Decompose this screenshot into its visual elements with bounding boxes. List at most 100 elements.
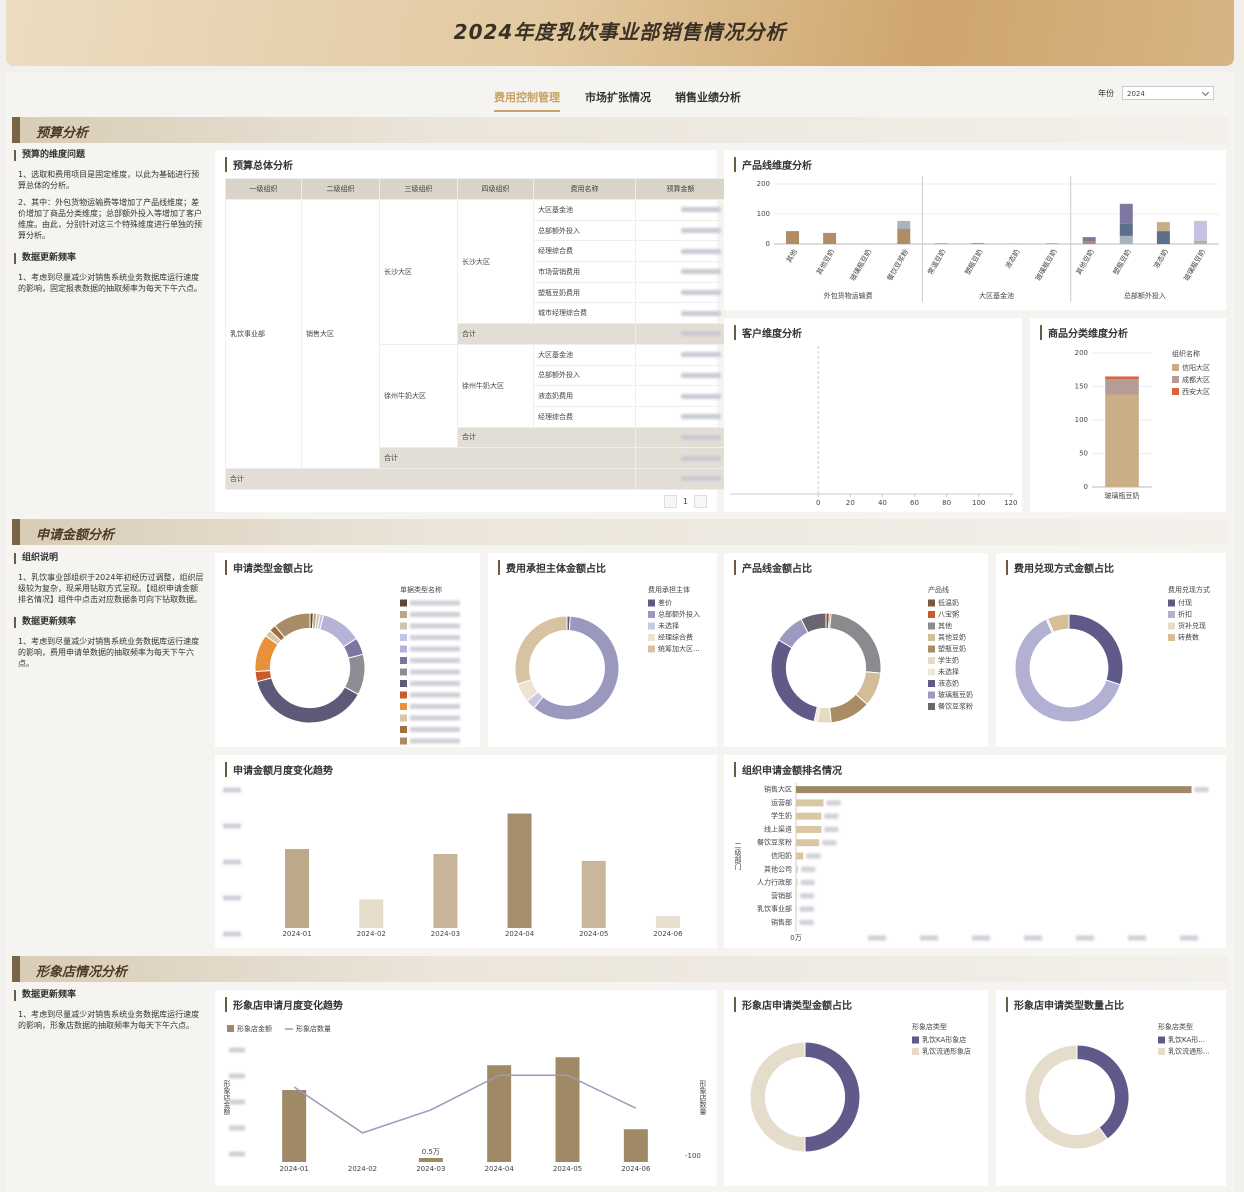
blurred-label	[229, 1151, 245, 1157]
donut-slice	[1076, 1044, 1130, 1140]
subtotal-label: 合计	[457, 323, 636, 345]
page-prev[interactable]	[663, 495, 677, 508]
y-tick-label: 信阳奶	[771, 851, 792, 860]
blurred-label	[1024, 935, 1042, 941]
legend-swatch	[928, 599, 935, 607]
panel-title: 形象店申请类型金额占比	[734, 997, 852, 1012]
blurred-label	[410, 612, 460, 617]
note-heading: 数据更新频率	[14, 617, 204, 628]
note-heading: 预算的维度问题	[14, 150, 204, 161]
x-tick-label: 80	[942, 499, 951, 507]
legend-label: 低温奶	[938, 598, 959, 607]
section-title: 预算分析	[36, 126, 89, 141]
blurred-label	[223, 859, 241, 865]
panel-title: 费用承担主体金额占比	[498, 560, 606, 575]
blurred-label	[822, 840, 837, 846]
x-tick-label: 60	[910, 499, 919, 507]
legend-title: 形象店类型	[912, 1022, 947, 1031]
expense-name: 城市经理综合费	[533, 302, 636, 325]
blurred-amount	[681, 352, 721, 358]
note-text: 1、选取和费用项目是固定维度，以此为基础进行预算总体的分析。	[18, 170, 200, 190]
legend-swatch	[928, 668, 935, 676]
section-title: 形象店情况分析	[36, 965, 128, 980]
subtotal-label: 合计	[379, 447, 636, 469]
group-label: 外包货物运输费	[824, 291, 873, 300]
donut-slice	[1068, 613, 1124, 686]
bar	[796, 879, 798, 887]
blurred-label	[410, 623, 460, 629]
org-cell: 徐州牛奶大区	[379, 343, 458, 449]
legend-swatch	[928, 622, 935, 630]
section-header: 预算分析	[12, 117, 1228, 143]
y-tick-label: 100	[757, 210, 770, 218]
x-tick-label: 其他豆奶	[1074, 248, 1096, 277]
page-next[interactable]	[694, 495, 707, 508]
blurred-amount	[681, 207, 721, 213]
x-tick-label: 餐饮豆浆粉	[885, 248, 910, 283]
blurred-label	[868, 935, 886, 941]
blurred-label	[800, 893, 815, 899]
legend-label: 八宝粥	[938, 610, 959, 619]
blurred-label	[410, 704, 460, 709]
blurred-amount	[681, 372, 721, 378]
legend-label: 总部额外投入	[658, 610, 700, 619]
donut-slice	[829, 612, 882, 674]
blurred-label	[223, 895, 241, 901]
tab[interactable]: 销售业绩分析	[675, 91, 741, 104]
panel: 产品线维度分析 0 100 200 其他 其他豆奶 玻璃瓶豆奶 餐饮豆浆粉 常温豆奶 塑瓶豆奶 液态…	[724, 150, 1226, 310]
table-row: 总部额外投入	[226, 219, 726, 242]
legend-label: 折扣	[1178, 610, 1192, 619]
x-tick-label: 液态奶	[1003, 248, 1021, 271]
notes: 数据更新频率 1、考虑到尽量减少对销售系统业务数据库运行速度的影响，形象店数据的抽…	[14, 990, 204, 1037]
y-tick-label: 100	[1075, 416, 1088, 424]
expense-name: 总部额外投入	[533, 364, 636, 387]
x-tick-label: 液态奶	[1152, 248, 1170, 271]
bar	[796, 865, 799, 873]
blurred-amount	[681, 455, 721, 461]
legend-title: 组织名称	[1172, 349, 1200, 358]
y-tick-label: 学生奶	[771, 811, 792, 820]
x-tick-label: 玻璃瓶豆奶	[1182, 248, 1207, 283]
bar-segment	[786, 231, 800, 244]
legend-label: 信阳大区	[1182, 363, 1210, 372]
y-tick-label: 乳饮事业部	[757, 904, 792, 913]
org-cell: 长沙大区	[379, 199, 458, 345]
panel-title: 产品线金额占比	[734, 560, 812, 575]
legend-swatch	[400, 691, 407, 699]
donut-slice	[804, 1041, 861, 1153]
bar	[655, 916, 680, 928]
subtotal-label: 合计	[457, 426, 636, 449]
x-tick-label: 120	[1004, 499, 1017, 507]
legend-swatch	[400, 737, 407, 745]
panel: 形象店申请月度变化趋势 形象店金额 形象店数量 形象店金额 形象店数量 -100 2024-…	[215, 990, 717, 1186]
legend-label: 货补兑现	[1178, 621, 1206, 630]
bar-segment	[1045, 243, 1059, 244]
blurred-amount	[681, 269, 721, 275]
tab[interactable]: 费用控制管理	[494, 89, 560, 112]
bar	[796, 786, 1192, 794]
y-tick-label: 50	[1079, 450, 1088, 458]
x-tick-label: 其他豆奶	[814, 248, 836, 277]
expense-name: 大区基金池	[533, 199, 636, 221]
blurred-label	[223, 823, 241, 829]
x-tick-label: 2024-05	[579, 930, 608, 938]
year-select[interactable]: 2024	[1122, 86, 1214, 100]
legend-label: 付现	[1178, 598, 1192, 607]
panel: 形象店申请类型数量占比 形象店类型 乳饮KA形... 乳饮流通形...	[996, 990, 1226, 1186]
amount-cell	[635, 385, 726, 407]
donut-slice	[770, 639, 818, 723]
bar-segment	[1193, 241, 1207, 244]
expense-name: 塑瓶豆奶费用	[533, 281, 636, 304]
tab[interactable]: 市场扩张情况	[585, 91, 651, 104]
panel: 形象店申请类型金额占比形象店类型 乳饮KA形象店 乳饮流通形象店	[724, 990, 988, 1186]
bar-segment	[823, 232, 837, 244]
chart: 2024-01 2024-02 2024-03 2024-04 2024-05 2024-…	[223, 787, 683, 938]
x-tick-label: 2024-03	[431, 930, 460, 938]
x-tick-label: 20	[846, 499, 855, 507]
blurred-label	[826, 800, 841, 806]
bar	[796, 892, 798, 900]
legend-swatch	[928, 680, 935, 687]
column-header: 一级组织	[225, 178, 302, 200]
